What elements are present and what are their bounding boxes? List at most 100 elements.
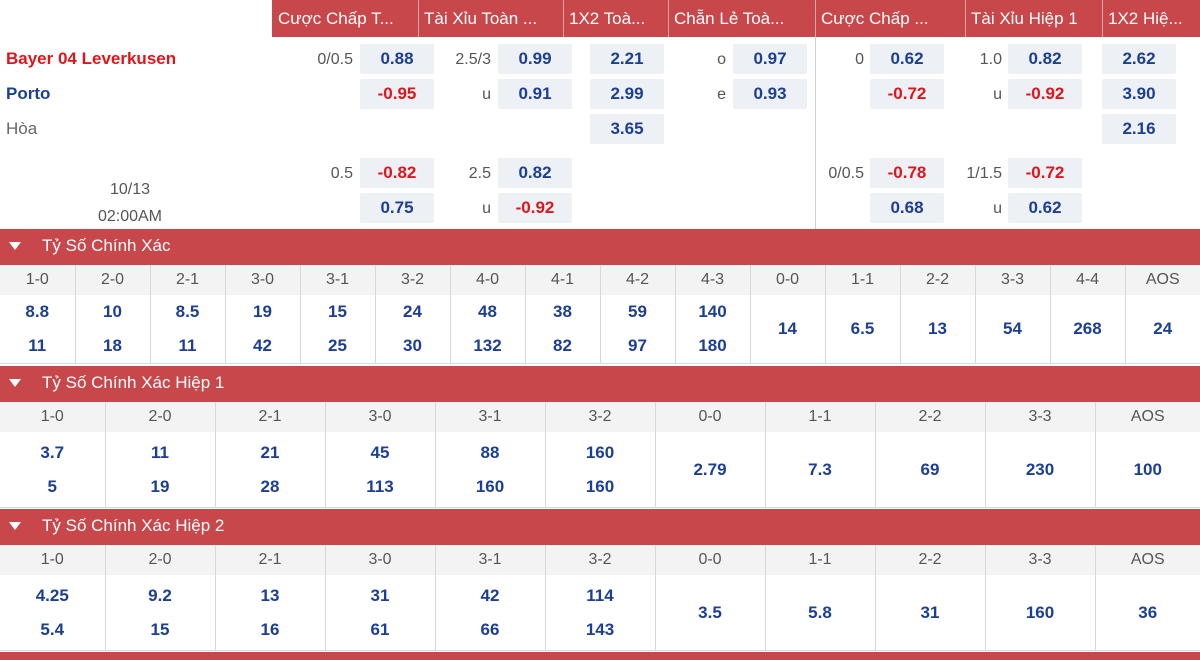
h1-1x2-away-odds[interactable]: 3.90 (1102, 79, 1176, 109)
market-header-1x2-ft[interactable]: 1X2 Toà... (563, 0, 668, 37)
home-win-odds[interactable]: 4.25 (35, 585, 69, 605)
away-win-odds[interactable]: 42 (253, 336, 272, 355)
section-header-correct-score-h1[interactable]: Tỷ Số Chính Xác Hiệp 1 (0, 366, 1200, 402)
draw-score-odds[interactable]: 230 (1025, 459, 1055, 479)
draw-score-odds[interactable]: 13 (928, 319, 947, 338)
h1-handicap-away-odds[interactable]: -0.72 (870, 79, 944, 109)
h1-over-odds-alt[interactable]: -0.72 (1008, 158, 1082, 188)
h1-handicap-home-odds-alt[interactable]: -0.78 (870, 158, 944, 188)
any-other-score-odds[interactable]: 24 (1153, 319, 1173, 338)
h1-handicap-home-odds[interactable]: 0.62 (870, 44, 944, 74)
draw-score-odds[interactable]: 14 (778, 319, 797, 338)
market-header-over-under-ft[interactable]: Tài Xỉu Toàn ... (418, 0, 563, 37)
away-win-odds[interactable]: 25 (328, 336, 347, 355)
draw-score-odds[interactable]: 54 (1003, 319, 1022, 338)
away-win-odds[interactable]: 28 (260, 476, 280, 496)
away-win-odds[interactable]: 15 (150, 619, 170, 639)
under-odds[interactable]: 0.91 (498, 79, 572, 109)
away-win-odds[interactable]: 160 (475, 476, 505, 496)
h1-1x2-draw-odds[interactable]: 2.16 (1102, 114, 1176, 144)
h1-over-odds[interactable]: 0.82 (1008, 44, 1082, 74)
draw-score-odds[interactable]: 31 (920, 602, 940, 622)
home-win-odds[interactable]: 42 (480, 585, 500, 605)
1x2-away-odds[interactable]: 2.99 (590, 79, 664, 109)
market-header-handicap-h1[interactable]: Cược Chấp ... (815, 0, 965, 37)
market-header-over-under-h1[interactable]: Tài Xỉu Hiệp 1 (965, 0, 1102, 37)
section-header-correct-score[interactable]: Tỷ Số Chính Xác (0, 229, 1200, 265)
away-win-odds[interactable]: 132 (473, 336, 502, 355)
away-win-odds[interactable]: 5.4 (40, 619, 65, 639)
away-team-name[interactable]: Porto (6, 84, 51, 103)
h1-under-odds-alt[interactable]: 0.62 (1008, 193, 1082, 223)
home-win-odds[interactable]: 24 (403, 302, 422, 321)
odd-odds[interactable]: 0.97 (733, 44, 807, 74)
home-win-odds[interactable]: 45 (370, 442, 390, 462)
even-odds[interactable]: 0.93 (733, 79, 807, 109)
home-win-odds[interactable]: 31 (370, 585, 390, 605)
draw-score-odds[interactable]: 268 (1073, 319, 1102, 338)
away-win-odds[interactable]: 97 (628, 336, 647, 355)
1x2-home-odds[interactable]: 2.21 (590, 44, 664, 74)
away-win-odds[interactable]: 16 (260, 619, 280, 639)
home-win-odds[interactable]: 8.8 (25, 302, 50, 321)
home-win-odds[interactable]: 59 (628, 302, 647, 321)
away-win-odds[interactable]: 180 (698, 336, 727, 355)
collapse-arrow-icon[interactable] (9, 379, 21, 387)
h1-1x2-home-odds[interactable]: 2.62 (1102, 44, 1176, 74)
draw-score-odds[interactable]: 6.5 (850, 319, 875, 338)
home-win-odds[interactable]: 10 (103, 302, 122, 321)
away-win-odds[interactable]: 66 (480, 619, 500, 639)
home-win-odds[interactable]: 21 (260, 442, 280, 462)
home-win-odds[interactable]: 9.2 (148, 585, 172, 605)
market-header-1x2-h1[interactable]: 1X2 Hiệ... (1102, 0, 1200, 37)
away-win-odds[interactable]: 19 (150, 476, 170, 496)
h1-under-odds[interactable]: -0.92 (1008, 79, 1082, 109)
handicap-away-odds-alt[interactable]: 0.75 (360, 193, 434, 223)
over-odds[interactable]: 0.99 (498, 44, 572, 74)
away-win-odds[interactable]: 82 (553, 336, 572, 355)
market-header-odd-even-ft[interactable]: Chẵn Lẻ Toà... (668, 0, 815, 37)
draw-score-odds[interactable]: 2.79 (693, 459, 727, 479)
collapse-arrow-icon[interactable] (9, 242, 21, 250)
away-win-odds[interactable]: 160 (585, 476, 615, 496)
draw-score-odds[interactable]: 7.3 (808, 459, 832, 479)
home-win-odds[interactable]: 19 (253, 302, 272, 321)
away-win-odds[interactable]: 5 (47, 476, 57, 496)
next-section-header[interactable] (0, 652, 1200, 660)
away-win-odds[interactable]: 11 (178, 336, 197, 355)
away-win-odds[interactable]: 113 (366, 476, 394, 496)
handicap-away-odds[interactable]: -0.95 (360, 79, 434, 109)
home-win-odds[interactable]: 114 (586, 585, 614, 605)
home-win-odds[interactable]: 48 (478, 302, 497, 321)
draw-score-odds[interactable]: 69 (920, 459, 940, 479)
away-win-odds[interactable]: 61 (370, 619, 390, 639)
handicap-home-odds[interactable]: 0.88 (360, 44, 434, 74)
home-win-odds[interactable]: 38 (553, 302, 572, 321)
home-win-odds[interactable]: 88 (480, 442, 500, 462)
any-other-score-odds[interactable]: 36 (1138, 602, 1158, 622)
over-odds-alt[interactable]: 0.82 (498, 158, 572, 188)
home-win-odds[interactable]: 3.7 (40, 442, 65, 462)
home-team-name[interactable]: Bayer 04 Leverkusen (6, 49, 177, 68)
home-win-odds[interactable]: 13 (260, 585, 280, 605)
away-win-odds[interactable]: 11 (28, 336, 47, 355)
away-win-odds[interactable]: 18 (103, 336, 122, 355)
draw-score-odds[interactable]: 160 (1025, 602, 1055, 622)
handicap-home-odds-alt[interactable]: -0.82 (360, 158, 434, 188)
home-win-odds[interactable]: 160 (585, 442, 615, 462)
any-other-score-odds[interactable]: 100 (1133, 459, 1162, 479)
under-odds-alt[interactable]: -0.92 (498, 193, 572, 223)
collapse-arrow-icon[interactable] (9, 522, 21, 530)
away-win-odds[interactable]: 143 (585, 619, 615, 639)
home-win-odds[interactable]: 11 (151, 442, 169, 462)
1x2-draw-odds[interactable]: 3.65 (590, 114, 664, 144)
market-header-handicap-ft[interactable]: Cược Chấp T... (272, 0, 418, 37)
h1-handicap-away-odds-alt[interactable]: 0.68 (870, 193, 944, 223)
home-win-odds[interactable]: 140 (698, 302, 727, 321)
draw-score-odds[interactable]: 3.5 (698, 602, 722, 622)
draw-score-odds[interactable]: 5.8 (808, 602, 832, 622)
away-win-odds[interactable]: 30 (403, 336, 422, 355)
section-header-correct-score-h2[interactable]: Tỷ Số Chính Xác Hiệp 2 (0, 509, 1200, 545)
home-win-odds[interactable]: 8.5 (175, 302, 200, 321)
home-win-odds[interactable]: 15 (328, 302, 347, 321)
